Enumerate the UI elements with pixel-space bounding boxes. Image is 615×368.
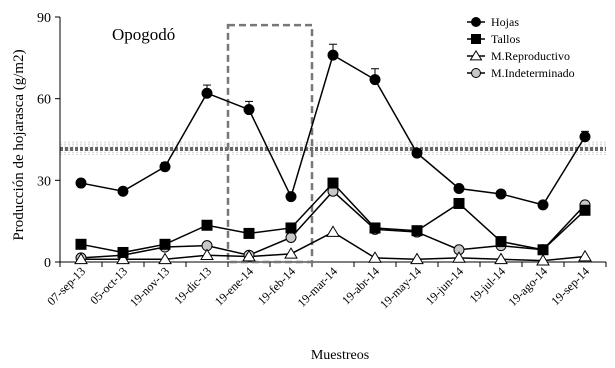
data-point bbox=[285, 232, 297, 243]
x-tick-label: 19-abr-14 bbox=[339, 264, 382, 307]
x-tick-label: 19-may-14 bbox=[377, 264, 424, 311]
legend-marker bbox=[471, 17, 481, 27]
data-point bbox=[75, 238, 87, 250]
data-point bbox=[327, 177, 339, 189]
y-axis-label: Producción de hojarasca (g/m2) bbox=[11, 49, 27, 240]
legend-marker bbox=[471, 68, 481, 78]
data-point bbox=[453, 197, 465, 209]
legend-marker bbox=[471, 34, 481, 44]
data-point bbox=[579, 131, 591, 143]
data-point bbox=[452, 251, 466, 263]
data-point bbox=[242, 249, 256, 262]
data-point bbox=[117, 185, 129, 197]
data-point bbox=[243, 104, 255, 116]
labels-layer: Opogodó Muestreos Producción de hojarasc… bbox=[11, 25, 369, 363]
x-tick-label: 19-nov-13 bbox=[127, 264, 172, 309]
data-point bbox=[285, 191, 297, 203]
x-tick-label: 19-mar-14 bbox=[295, 264, 341, 310]
data-point bbox=[75, 177, 87, 189]
data-point bbox=[453, 183, 465, 194]
reference-band-layer bbox=[60, 141, 606, 155]
y-tick-label: 0 bbox=[44, 256, 51, 271]
data-point bbox=[537, 244, 549, 256]
data-point bbox=[116, 252, 130, 265]
legend-label: Hojas bbox=[491, 15, 519, 29]
highlight-layer bbox=[226, 23, 314, 264]
data-point bbox=[74, 252, 88, 265]
data-point bbox=[284, 247, 298, 259]
data-point bbox=[200, 248, 214, 261]
data-point bbox=[159, 161, 171, 173]
y-tick-label: 60 bbox=[37, 93, 51, 108]
data-point bbox=[201, 87, 213, 99]
data-point bbox=[326, 225, 340, 237]
data-point bbox=[537, 199, 549, 211]
data-point bbox=[117, 246, 129, 258]
x-tick-label: 19-dic-13 bbox=[171, 264, 214, 307]
x-tick-label: 19-feb-14 bbox=[255, 264, 298, 307]
x-axis-label: Muestreos bbox=[311, 348, 369, 363]
series-layer bbox=[74, 43, 592, 266]
data-point bbox=[494, 252, 508, 265]
x-tick-label: 19-ago-14 bbox=[505, 264, 550, 309]
data-point bbox=[158, 252, 172, 265]
series-line-mindeterminado bbox=[80, 190, 586, 259]
data-point bbox=[410, 252, 424, 265]
legend-marker bbox=[469, 49, 483, 61]
data-point bbox=[159, 238, 171, 250]
x-tick-label: 19-jul-14 bbox=[467, 264, 508, 305]
data-point bbox=[411, 225, 423, 237]
data-point bbox=[411, 147, 423, 159]
x-tick-label: 19-ene-14 bbox=[212, 264, 256, 308]
data-point bbox=[201, 219, 213, 231]
legend: Hojas Tallos M.Reproductivo M.Indeterminado bbox=[467, 15, 575, 80]
highlight-box bbox=[226, 23, 314, 264]
x-tick-label: 05-oct-13 bbox=[87, 264, 130, 307]
x-tick-label: 19-jun-14 bbox=[423, 264, 466, 307]
data-point bbox=[369, 74, 381, 86]
data-point bbox=[495, 236, 507, 248]
data-point bbox=[243, 227, 255, 239]
y-tick-label: 30 bbox=[37, 174, 51, 189]
legend-label: Tallos bbox=[491, 32, 520, 46]
data-point bbox=[578, 249, 592, 262]
data-point bbox=[579, 204, 591, 216]
data-point bbox=[536, 253, 550, 266]
y-tick-label: 90 bbox=[37, 11, 51, 26]
legend-label: M.Reproductivo bbox=[491, 49, 570, 63]
legend-label: M.Indeterminado bbox=[491, 66, 575, 80]
x-tick-label: 19-sep-14 bbox=[548, 264, 592, 308]
data-point bbox=[495, 188, 507, 200]
chart-title: Opogodó bbox=[112, 25, 175, 44]
data-point bbox=[368, 251, 382, 263]
data-point bbox=[369, 222, 381, 234]
data-point bbox=[285, 222, 297, 234]
data-point bbox=[327, 49, 339, 61]
